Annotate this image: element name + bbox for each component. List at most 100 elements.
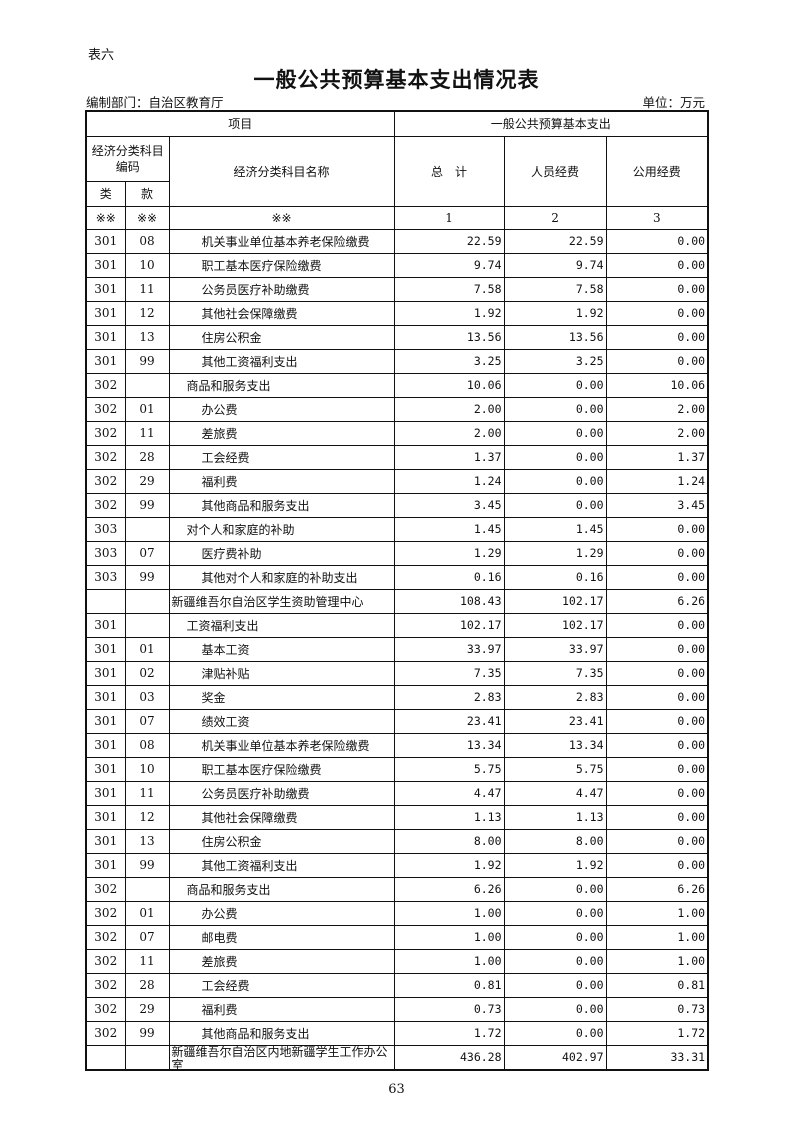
header-project: 项目 — [85, 110, 395, 137]
name-cell: 商品和服务支出 — [168, 372, 395, 398]
item-code-cell — [124, 372, 170, 398]
class-code-cell: 302 — [85, 420, 126, 446]
class-code-cell: 302 — [85, 372, 126, 398]
name-cell: 其他社会保障缴费 — [168, 804, 395, 830]
total-cell: 13.34 — [393, 732, 505, 758]
item-code-cell: 99 — [124, 492, 170, 518]
name-cell: 邮电费 — [168, 924, 395, 950]
item-code-cell: 29 — [124, 468, 170, 494]
public-cell: 1.00 — [605, 948, 709, 974]
class-code-cell: 301 — [85, 324, 126, 350]
total-cell: 1.13 — [393, 804, 505, 830]
personnel-cell: 23.41 — [503, 708, 607, 734]
table-row: 301 11 公务员医疗补助缴费 7.58 7.58 0.00 — [85, 276, 709, 302]
total-cell: 8.00 — [393, 828, 505, 854]
name-cell: 工资福利支出 — [168, 612, 395, 638]
public-cell: 2.00 — [605, 420, 709, 446]
table-row: 301 08 机关事业单位基本养老保险缴费 13.34 13.34 0.00 — [85, 732, 709, 758]
item-code-cell: 07 — [124, 924, 170, 950]
table-row: 303 对个人和家庭的补助 1.45 1.45 0.00 — [85, 516, 709, 542]
table-row: 302 01 办公费 1.00 0.00 1.00 — [85, 900, 709, 926]
public-cell: 0.00 — [605, 564, 709, 590]
class-code-cell — [85, 588, 126, 614]
page-title: 一般公共预算基本支出情况表 — [253, 67, 540, 92]
table-row: 新疆维吾尔自治区学生资助管理中心 108.43 102.17 6.26 — [85, 588, 709, 614]
personnel-cell: 22.59 — [503, 228, 607, 254]
name-cell: 其他商品和服务支出 — [168, 1020, 395, 1046]
item-code-cell: 08 — [124, 228, 170, 254]
personnel-cell: 0.00 — [503, 444, 607, 470]
personnel-cell: 4.47 — [503, 780, 607, 806]
class-code-cell: 301 — [85, 684, 126, 710]
item-code-cell: 11 — [124, 948, 170, 974]
class-code-cell: 301 — [85, 300, 126, 326]
personnel-cell: 0.00 — [503, 948, 607, 974]
item-code-cell: 08 — [124, 732, 170, 758]
header-personnel: 人员经费 — [503, 135, 607, 207]
table-row: 301 02 津贴补贴 7.35 7.35 0.00 — [85, 660, 709, 686]
item-code-cell: 10 — [124, 756, 170, 782]
table-row: 新疆维吾尔自治区内地新疆学生工作办公室 436.28 402.97 33.31 — [85, 1044, 709, 1070]
public-cell: 2.00 — [605, 396, 709, 422]
class-code-cell — [85, 1044, 126, 1070]
total-cell: 33.97 — [393, 636, 505, 662]
name-cell: 奖金 — [168, 684, 395, 710]
public-cell: 0.00 — [605, 804, 709, 830]
item-code-cell: 01 — [124, 636, 170, 662]
personnel-cell: 0.00 — [503, 996, 607, 1022]
table-row: 302 28 工会经费 1.37 0.00 1.37 — [85, 444, 709, 470]
personnel-cell: 0.00 — [503, 972, 607, 998]
table-row: 301 08 机关事业单位基本养老保险缴费 22.59 22.59 0.00 — [85, 228, 709, 254]
header-total: 总 计 — [393, 135, 505, 207]
table-row: 302 29 福利费 0.73 0.00 0.73 — [85, 996, 709, 1022]
name-cell: 职工基本医疗保险缴费 — [168, 756, 395, 782]
item-code-cell: 03 — [124, 684, 170, 710]
name-cell: 对个人和家庭的补助 — [168, 516, 395, 542]
personnel-cell: 5.75 — [503, 756, 607, 782]
total-cell: 1.29 — [393, 540, 505, 566]
name-cell: 公务员医疗补助缴费 — [168, 780, 395, 806]
personnel-cell: 1.45 — [503, 516, 607, 542]
class-code-cell: 301 — [85, 780, 126, 806]
personnel-cell: 102.17 — [503, 588, 607, 614]
name-cell: 差旅费 — [168, 948, 395, 974]
public-cell: 0.00 — [605, 636, 709, 662]
public-cell: 0.00 — [605, 828, 709, 854]
table-row: 301 13 住房公积金 13.56 13.56 0.00 — [85, 324, 709, 350]
public-cell: 0.00 — [605, 708, 709, 734]
name-cell: 福利费 — [168, 996, 395, 1022]
item-code-cell: 99 — [124, 564, 170, 590]
item-code-cell: 07 — [124, 540, 170, 566]
total-cell: 0.81 — [393, 972, 505, 998]
table-row: 302 01 办公费 2.00 0.00 2.00 — [85, 396, 709, 422]
personnel-cell: 0.00 — [503, 924, 607, 950]
class-code-cell: 301 — [85, 828, 126, 854]
personnel-cell: 8.00 — [503, 828, 607, 854]
personnel-cell: 0.00 — [503, 1020, 607, 1046]
class-code-cell: 302 — [85, 468, 126, 494]
table-row: 301 11 公务员医疗补助缴费 4.47 4.47 0.00 — [85, 780, 709, 806]
table-row: 301 99 其他工资福利支出 3.25 3.25 0.00 — [85, 348, 709, 374]
total-cell: 1.00 — [393, 924, 505, 950]
class-code-cell: 302 — [85, 972, 126, 998]
item-code-cell: 13 — [124, 324, 170, 350]
class-code-cell: 301 — [85, 252, 126, 278]
item-code-cell — [124, 876, 170, 902]
table-row: 302 99 其他商品和服务支出 1.72 0.00 1.72 — [85, 1020, 709, 1046]
class-code-cell: 302 — [85, 444, 126, 470]
personnel-cell: 2.83 — [503, 684, 607, 710]
name-cell: 新疆维吾尔自治区学生资助管理中心 — [168, 588, 395, 614]
class-code-cell: 301 — [85, 612, 126, 638]
personnel-cell: 3.25 — [503, 348, 607, 374]
total-cell: 2.00 — [393, 396, 505, 422]
item-code-cell: 99 — [124, 348, 170, 374]
public-cell: 0.00 — [605, 324, 709, 350]
total-cell: 1.45 — [393, 516, 505, 542]
public-cell: 3.45 — [605, 492, 709, 518]
total-cell: 3.25 — [393, 348, 505, 374]
item-code-cell: 99 — [124, 1020, 170, 1046]
name-cell: 公务员医疗补助缴费 — [168, 276, 395, 302]
name-cell: 其他商品和服务支出 — [168, 492, 395, 518]
class-code-cell: 301 — [85, 228, 126, 254]
total-cell: 0.73 — [393, 996, 505, 1022]
